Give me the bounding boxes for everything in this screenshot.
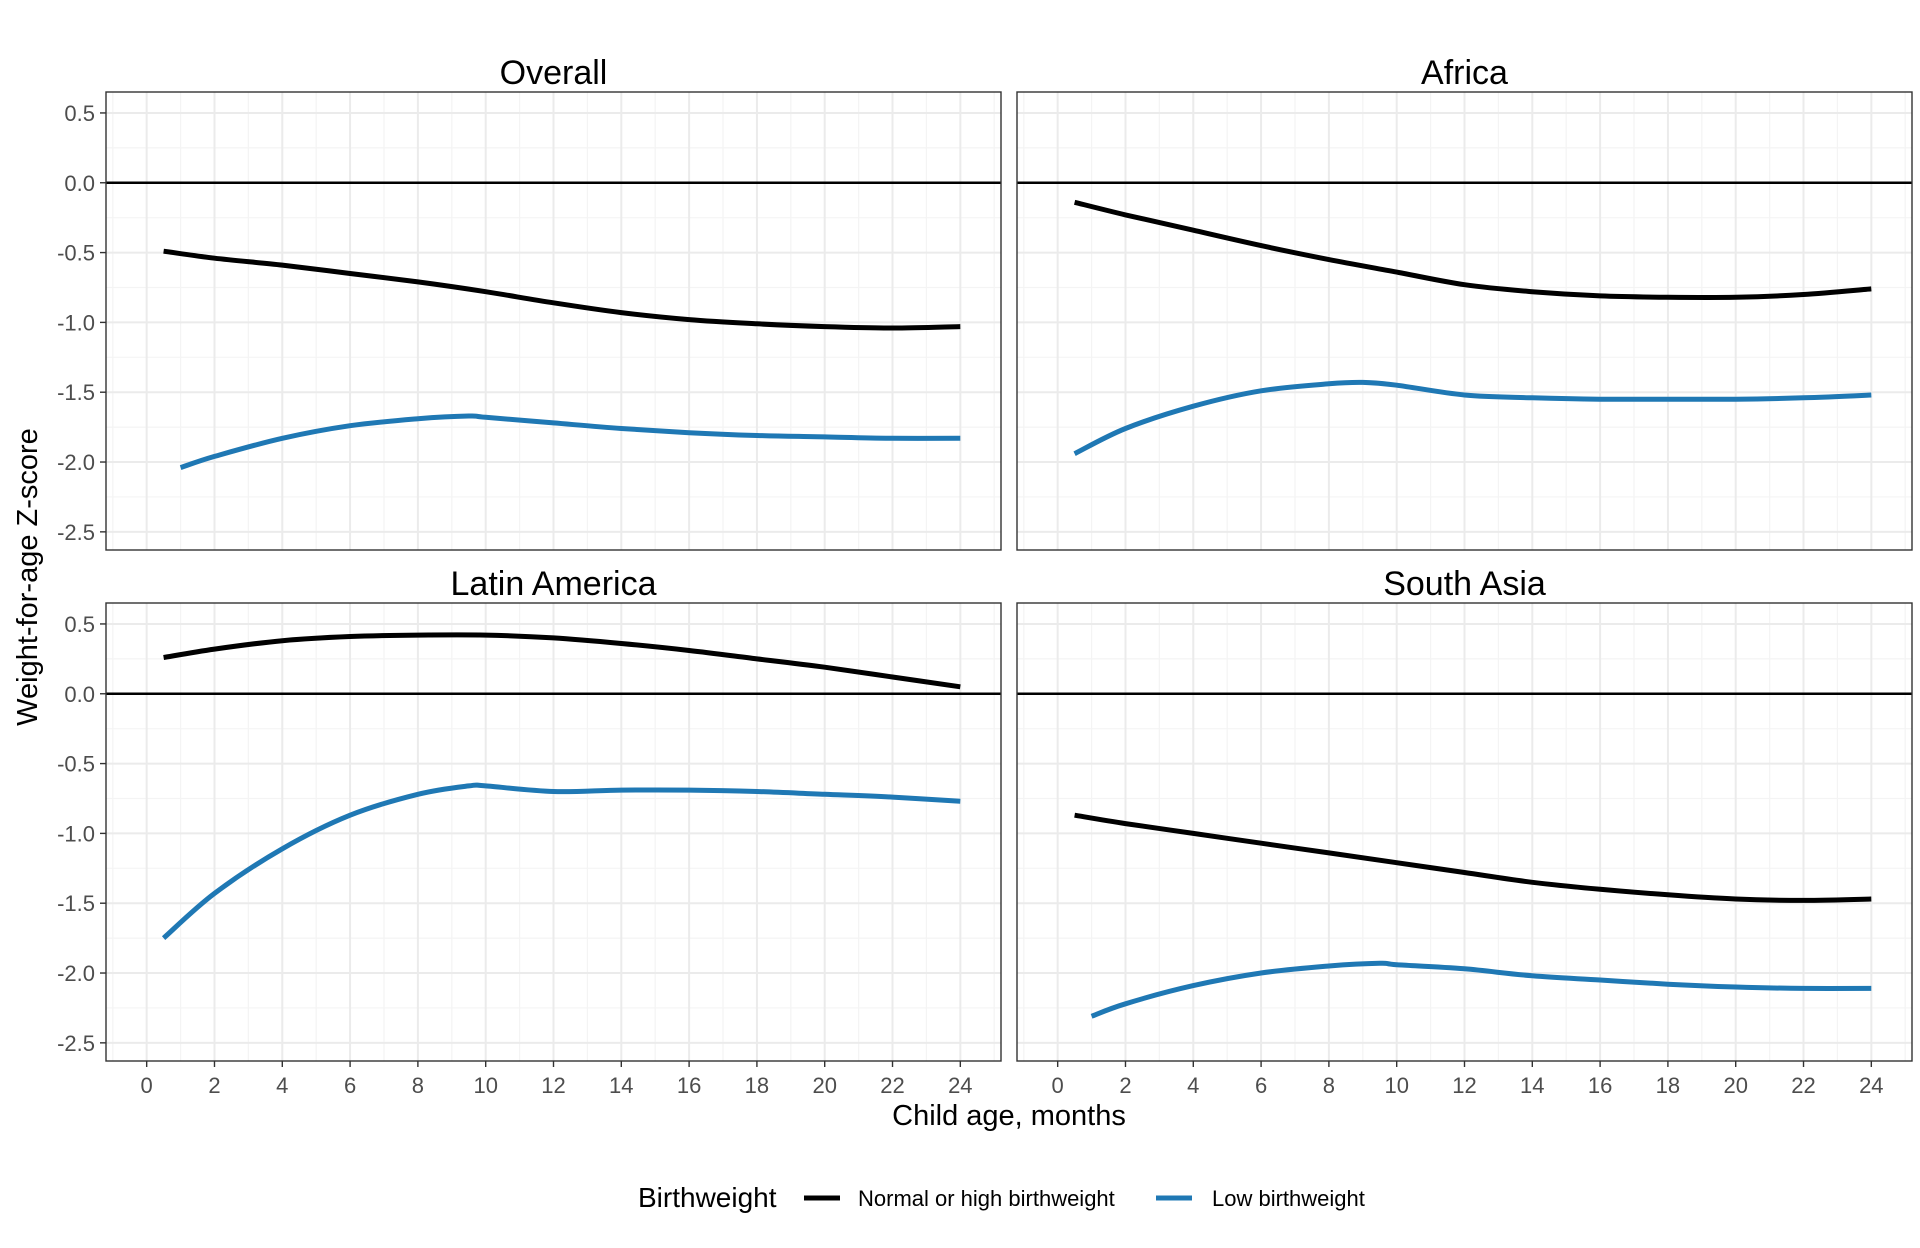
panel-overall: Overall 0.5 0.0 -0.5 -1.0 -1.5 -2.0 -2.5 [57, 54, 1002, 551]
x-tick-label: 16 [677, 1073, 701, 1098]
x-tick-label: 12 [1452, 1073, 1476, 1098]
y-axis-title: Weight-for-age Z-score [12, 428, 44, 726]
x-tick-label: 18 [1656, 1073, 1680, 1098]
panel-title: Africa [1421, 54, 1508, 92]
x-tick-label: 22 [1791, 1073, 1815, 1098]
panel-africa: Africa [1016, 54, 1913, 551]
y-tick-label: -2.5 [57, 520, 95, 545]
y-tick-label: -2.0 [57, 450, 95, 475]
x-tick-label: 20 [812, 1073, 836, 1098]
y-tick-label: -1.5 [57, 891, 95, 916]
series-line-normal-or-high-birthweight [1074, 812, 1872, 903]
x-tick-label: 6 [1255, 1073, 1267, 1098]
series-line-normal-or-high-birthweight [163, 632, 961, 690]
x-tick-label: 18 [745, 1073, 769, 1098]
series-line-low-birthweight [1073, 379, 1872, 456]
x-tick-label: 10 [1384, 1073, 1408, 1098]
legend: Birthweight Normal or high birthweight L… [638, 1182, 1365, 1213]
x-tick-label: 2 [208, 1073, 220, 1098]
y-tick-label: 0.0 [64, 682, 95, 707]
y-tick-label: -2.0 [57, 961, 95, 986]
x-tick-label: 16 [1588, 1073, 1612, 1098]
y-tick-label: 0.5 [64, 101, 95, 126]
panel-title: Overall [500, 54, 608, 92]
x-tick-label: 8 [412, 1073, 424, 1098]
series-line-low-birthweight [1090, 960, 1872, 1019]
y-tick-label: -1.0 [57, 310, 95, 335]
x-tick-label: 14 [1520, 1073, 1544, 1098]
panel-title: Latin America [451, 565, 657, 603]
x-tick-label: 24 [948, 1073, 972, 1098]
series-line-normal-or-high-birthweight [163, 248, 961, 331]
x-tick-label: 4 [1187, 1073, 1199, 1098]
x-tick-label: 8 [1323, 1073, 1335, 1098]
y-tick-label: 0.0 [64, 171, 95, 196]
x-tick-label: 20 [1723, 1073, 1747, 1098]
x-tick-label: 4 [276, 1073, 288, 1098]
x-tick-label: 24 [1859, 1073, 1883, 1098]
legend-title: Birthweight [638, 1182, 777, 1213]
y-tick-label: -2.5 [57, 1031, 95, 1056]
panel-title: South Asia [1383, 565, 1546, 603]
series-line-low-birthweight [179, 413, 961, 470]
legend-label-normal: Normal or high birthweight [858, 1186, 1115, 1211]
x-axis-title: Child age, months [892, 1100, 1126, 1132]
x-tick-label: 12 [541, 1073, 565, 1098]
legend-label-low: Low birthweight [1212, 1186, 1365, 1211]
y-tick-label: -0.5 [57, 752, 95, 777]
x-tick-label: 0 [141, 1073, 153, 1098]
y-tick-label: -1.0 [57, 821, 95, 846]
series-line-normal-or-high-birthweight [1074, 199, 1872, 301]
x-tick-label: 6 [344, 1073, 356, 1098]
panels-layer: Overall 0.5 0.0 -0.5 -1.0 -1.5 -2.0 -2.5 Africa L… [57, 54, 1913, 1098]
panel-latin-america: Latin America 0.5 0.0 -0.5 -1.0 -1.5 -2.0 -2.5 0… [57, 565, 1002, 1098]
x-tick-label: 14 [609, 1073, 633, 1098]
panel-border [1016, 91, 1913, 551]
y-tick-label: -1.5 [57, 380, 95, 405]
x-tick-label: 10 [473, 1073, 497, 1098]
x-tick-label: 0 [1052, 1073, 1064, 1098]
y-tick-label: 0.5 [64, 612, 95, 637]
x-tick-label: 22 [880, 1073, 904, 1098]
x-tick-label: 2 [1119, 1073, 1131, 1098]
y-tick-label: -0.5 [57, 241, 95, 266]
series-line-low-birthweight [161, 782, 961, 940]
panel-border [105, 91, 1002, 551]
